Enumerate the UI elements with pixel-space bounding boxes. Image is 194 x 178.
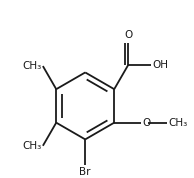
Text: OH: OH [152, 60, 168, 70]
Text: CH₃: CH₃ [22, 141, 41, 151]
Text: Br: Br [80, 167, 91, 177]
Text: CH₃: CH₃ [22, 61, 41, 71]
Text: O: O [124, 30, 133, 40]
Text: CH₃: CH₃ [169, 118, 188, 128]
Text: O: O [142, 118, 150, 128]
